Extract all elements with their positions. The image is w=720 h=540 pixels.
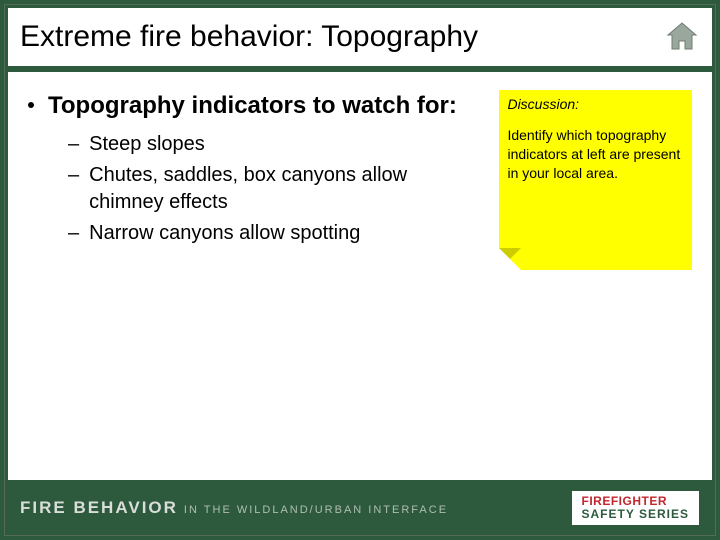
slide-title: Extreme fire behavior: Topography (20, 20, 664, 54)
list-item: – Steep slopes (68, 131, 480, 158)
list-item: – Narrow canyons allow spotting (68, 220, 480, 247)
footer: FIRE BEHAVIOR IN THE WILDLAND/URBAN INTE… (8, 484, 712, 532)
footer-brand: FIRE BEHAVIOR IN THE WILDLAND/URBAN INTE… (20, 498, 448, 518)
sub-bullet-list: – Steep slopes – Chutes, saddles, box ca… (68, 131, 480, 247)
main-bullet-text: Topography indicators to watch for: (48, 90, 457, 121)
sub-bullet-text: Narrow canyons allow spotting (89, 220, 360, 247)
sub-bullet-text: Chutes, saddles, box canyons allow chimn… (89, 162, 479, 216)
list-item: – Chutes, saddles, box canyons allow chi… (68, 162, 480, 216)
dash-icon: – (68, 131, 79, 158)
content-area: Topography indicators to watch for: – St… (8, 72, 712, 480)
home-icon[interactable] (664, 19, 700, 55)
brand-strong: FIRE BEHAVIOR (20, 498, 178, 518)
discussion-body: Identify which topography indicators at … (507, 126, 684, 183)
main-bullet: Topography indicators to watch for: (28, 90, 480, 121)
safety-series-badge: FIREFIGHTER SAFETY SERIES (571, 490, 700, 525)
badge-line2: SAFETY SERIES (582, 508, 689, 521)
brand-light: IN THE WILDLAND/URBAN INTERFACE (184, 504, 448, 516)
bullet-dot-icon (28, 102, 34, 108)
discussion-heading: Discussion: (507, 96, 684, 112)
title-bar: Extreme fire behavior: Topography (8, 8, 712, 66)
main-column: Topography indicators to watch for: – St… (28, 90, 480, 251)
discussion-note: Discussion: Identify which topography in… (499, 90, 692, 270)
sub-bullet-text: Steep slopes (89, 131, 205, 158)
dash-icon: – (68, 220, 79, 247)
dash-icon: – (68, 162, 79, 189)
